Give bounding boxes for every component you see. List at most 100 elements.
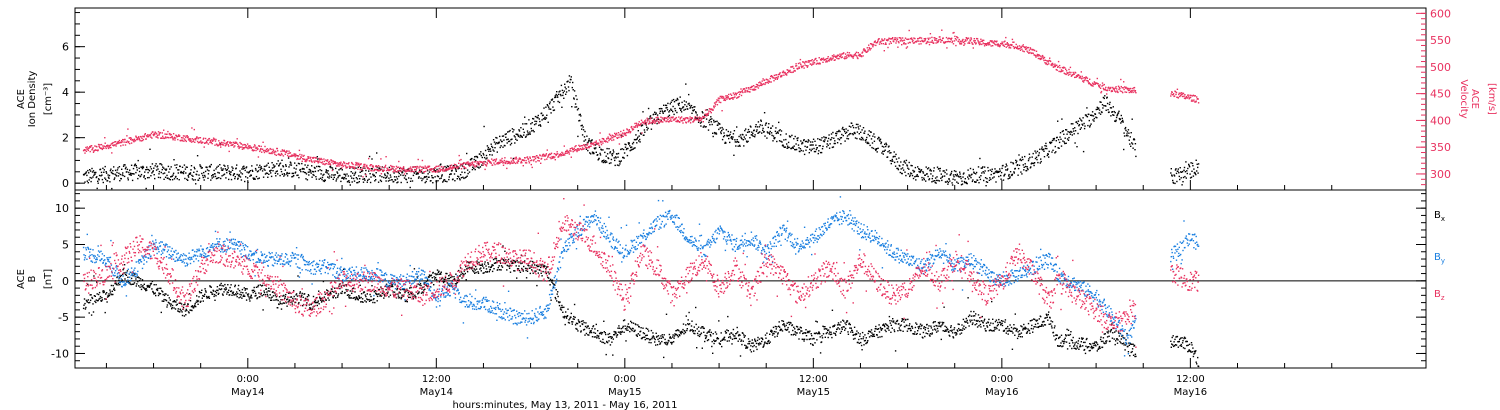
data-point-density	[287, 157, 290, 159]
data-point-density	[217, 165, 219, 167]
data-point-density	[111, 187, 113, 190]
data-point-velocity	[369, 164, 372, 166]
data-point-density	[129, 174, 131, 176]
data-point-density	[90, 177, 93, 179]
data-point-velocity	[109, 146, 111, 149]
data-point-velocity	[339, 163, 342, 165]
data-point-velocity	[331, 169, 334, 172]
data-point-density	[888, 150, 891, 152]
data-point-density	[552, 109, 555, 112]
data-point-density	[353, 180, 356, 182]
data-point-density	[772, 135, 775, 137]
data-point-velocity	[574, 145, 576, 148]
data-point-velocity	[896, 38, 899, 41]
data-point-density	[719, 123, 721, 125]
data-point-density	[204, 174, 206, 177]
data-point-density	[148, 170, 151, 172]
data-point-density	[797, 137, 799, 139]
data-point-density	[904, 162, 907, 164]
data-point-velocity	[1004, 43, 1007, 45]
data-point-velocity	[1129, 87, 1131, 90]
data-point-density	[415, 170, 417, 173]
data-point-density	[458, 178, 461, 180]
data-point-velocity	[415, 166, 417, 168]
data-point-velocity	[152, 131, 154, 133]
data-point-bx	[194, 302, 196, 305]
data-point-velocity	[185, 136, 187, 139]
data-point-velocity	[546, 149, 548, 151]
data-point-density	[234, 176, 236, 178]
data-point-velocity	[795, 65, 798, 67]
data-point-density	[547, 105, 549, 107]
data-point-velocity	[383, 169, 385, 171]
data-point-bx	[94, 295, 96, 297]
data-point-velocity	[914, 37, 916, 40]
data-point-bx	[161, 290, 163, 292]
data-point-velocity	[552, 155, 555, 158]
data-point-bx	[135, 278, 137, 280]
data-point-density	[710, 121, 712, 123]
data-point-velocity	[1070, 71, 1072, 74]
data-point-density	[600, 149, 603, 151]
data-point-velocity	[857, 57, 859, 60]
data-point-velocity	[1132, 91, 1134, 94]
data-point-velocity	[1116, 90, 1118, 92]
data-point-density	[812, 138, 815, 140]
data-point-velocity	[826, 60, 828, 62]
data-point-bx	[120, 274, 122, 277]
data-point-velocity	[561, 154, 564, 156]
data-point-velocity	[130, 142, 133, 144]
data-point-density	[681, 107, 684, 109]
data-point-density	[109, 169, 112, 172]
data-point-velocity	[503, 159, 506, 162]
data-point-density	[325, 171, 327, 173]
data-point-velocity	[165, 137, 167, 139]
data-point-velocity	[893, 38, 896, 41]
data-point-density	[268, 173, 270, 175]
data-point-density	[152, 171, 154, 173]
data-point-density	[539, 120, 541, 123]
data-point-bx	[135, 285, 137, 287]
data-point-density	[241, 168, 243, 170]
data-point-density	[281, 159, 283, 161]
data-point-velocity	[802, 65, 804, 67]
data-point-velocity	[653, 120, 655, 122]
data-point-velocity	[553, 157, 555, 159]
data-point-velocity	[391, 165, 393, 168]
data-point-density	[1024, 155, 1026, 158]
data-point-density	[795, 148, 798, 151]
data-point-velocity	[1123, 86, 1126, 88]
data-point-density	[116, 169, 119, 171]
data-point-density	[640, 133, 642, 135]
data-point-density	[1083, 127, 1086, 130]
data-point-velocity	[334, 161, 336, 163]
data-point-density	[101, 178, 104, 181]
data-point-velocity	[218, 143, 220, 146]
data-point-velocity	[731, 97, 734, 99]
data-point-velocity	[1003, 45, 1006, 47]
data-point-velocity	[980, 38, 982, 40]
data-point-bx	[93, 295, 96, 297]
data-point-bx	[171, 304, 174, 307]
data-point-density	[1052, 149, 1054, 151]
data-point-bx	[114, 282, 116, 285]
data-point-velocity	[155, 136, 157, 138]
data-point-density	[983, 172, 985, 174]
data-point-bx	[162, 291, 164, 293]
data-point-velocity	[144, 133, 146, 135]
data-point-density	[286, 175, 289, 177]
data-point-velocity	[900, 37, 902, 39]
data-point-velocity	[991, 40, 993, 42]
data-point-density	[442, 167, 444, 169]
data-point-density	[674, 110, 677, 112]
data-point-density	[677, 99, 679, 101]
data-point-density	[613, 157, 615, 159]
data-point-velocity	[333, 162, 335, 164]
data-point-density	[163, 172, 166, 174]
data-point-density	[688, 104, 691, 106]
data-point-density	[860, 136, 863, 139]
data-point-density	[1013, 172, 1015, 174]
data-point-density	[228, 170, 230, 172]
data-point-velocity	[405, 169, 408, 171]
data-point-density	[105, 172, 108, 174]
